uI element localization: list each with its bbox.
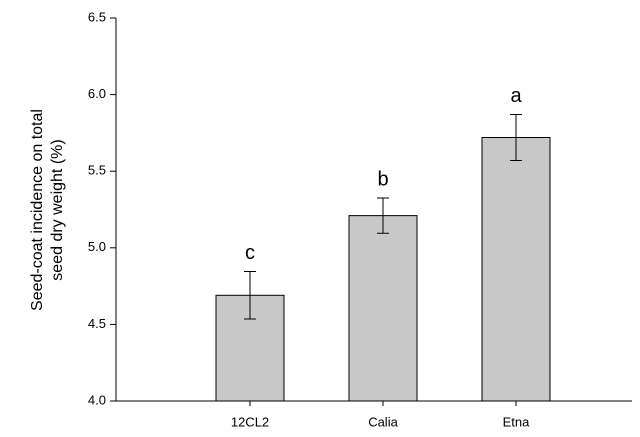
error-bar (377, 197, 389, 234)
error-bar (510, 114, 522, 161)
y-tick-label: 5.5 (88, 163, 106, 178)
bar (348, 215, 418, 402)
y-tick-label: 4.5 (88, 316, 106, 331)
x-tick-label: 12CL2 (231, 414, 269, 429)
y-axis-label: seed dry weight (%) (49, 139, 66, 280)
bar (481, 136, 551, 402)
y-tick-label: 4.0 (88, 392, 106, 407)
y-tick-label: 6.5 (88, 9, 106, 24)
x-tick-label: Calia (368, 414, 398, 429)
y-tick-label: 6.0 (88, 86, 106, 101)
x-tick-label: Etna (503, 414, 531, 429)
y-tick-label: 5.0 (88, 239, 106, 254)
annotation: c (245, 242, 255, 264)
annotation: a (510, 85, 522, 107)
annotation: b (377, 168, 388, 190)
y-axis-label-group: Seed-coat incidence on total seed dry we… (29, 109, 66, 311)
y-axis-label: Seed-coat incidence on total (29, 109, 46, 311)
error-bar (244, 271, 256, 320)
